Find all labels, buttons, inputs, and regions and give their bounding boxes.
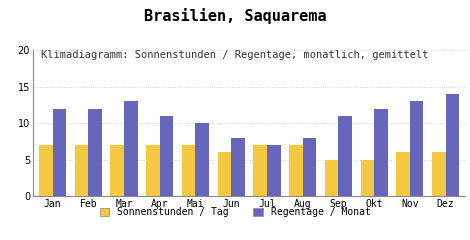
Bar — [289, 145, 303, 196]
Bar — [303, 138, 316, 196]
Bar — [124, 102, 138, 196]
Bar — [396, 152, 410, 196]
Bar — [231, 138, 245, 196]
Bar — [267, 145, 281, 196]
Text: Brasilien, Saquarema: Brasilien, Saquarema — [144, 8, 326, 24]
Bar — [196, 123, 209, 196]
Bar — [75, 145, 88, 196]
Bar — [53, 109, 66, 196]
Bar — [146, 145, 160, 196]
Bar — [110, 145, 124, 196]
Text: Copyright (C) 2010 sonnenlaender.de: Copyright (C) 2010 sonnenlaender.de — [132, 227, 338, 236]
Legend: Sonnenstunden / Tag, Regentage / Monat: Sonnenstunden / Tag, Regentage / Monat — [100, 207, 370, 217]
Bar — [253, 145, 267, 196]
Bar — [410, 102, 423, 196]
Bar — [338, 116, 352, 196]
Bar — [218, 152, 231, 196]
Bar — [325, 160, 338, 196]
Bar — [374, 109, 388, 196]
Bar — [88, 109, 102, 196]
Bar — [432, 152, 446, 196]
Bar — [446, 94, 459, 196]
Bar — [160, 116, 173, 196]
Bar — [182, 145, 196, 196]
Bar — [360, 160, 374, 196]
Text: Klimadiagramm: Sonnenstunden / Regentage, monatlich, gemittelt: Klimadiagramm: Sonnenstunden / Regentage… — [41, 50, 429, 60]
Bar — [39, 145, 53, 196]
